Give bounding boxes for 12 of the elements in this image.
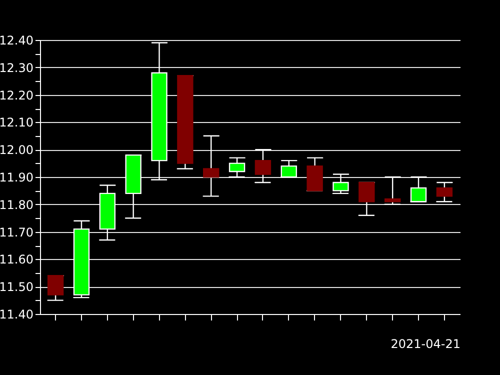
y-tick-label: 12.40 [0,34,34,48]
y-tick-label: 11.90 [0,170,34,184]
x-axis-title: 2021-04-21 [390,337,460,351]
y-tick-label: 11.60 [0,252,34,267]
y-tick-label: 11.70 [0,225,34,240]
y-tick-label: 11.80 [0,198,34,212]
y-tick-label: 12.00 [0,143,34,158]
y-tick-label: 11.40 [0,308,34,322]
y-tick-label: 11.50 [0,280,34,294]
y-tick-label: 12.10 [0,116,34,130]
y-tick-label: 12.30 [0,60,34,75]
y-tick-label: 12.20 [0,88,34,102]
